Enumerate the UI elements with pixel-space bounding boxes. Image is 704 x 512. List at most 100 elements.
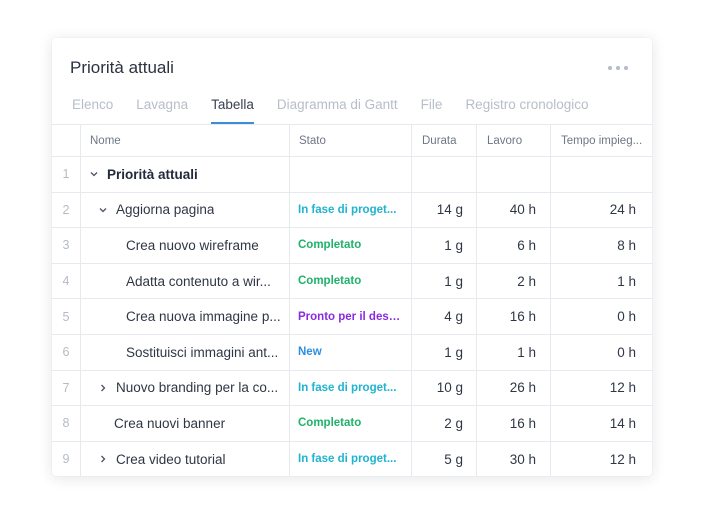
status-badge: In fase di proget... bbox=[298, 381, 397, 394]
work-cell[interactable]: 30 h bbox=[477, 441, 551, 476]
task-name: Priorità attuali bbox=[107, 166, 198, 182]
task-name: Crea video tutorial bbox=[116, 451, 226, 467]
task-name-cell[interactable]: Sostituisci immagini ant... bbox=[81, 334, 290, 370]
status-badge: In fase di proget... bbox=[298, 453, 397, 466]
task-name: Aggiorna pagina bbox=[116, 202, 215, 218]
duration-cell[interactable]: 2 g bbox=[412, 406, 477, 441]
column-header-tempo-impiegato[interactable]: Tempo impieg... bbox=[561, 134, 643, 147]
row-number: 8 bbox=[52, 406, 81, 441]
task-name: Crea nuovo wireframe bbox=[126, 237, 259, 253]
work-cell[interactable]: 1 h bbox=[477, 334, 551, 370]
work-cell[interactable]: 16 h bbox=[477, 406, 551, 441]
table-row[interactable]: 2 Aggiorna pagina In fase di proget... 14 g… bbox=[52, 191, 652, 228]
duration-cell[interactable]: 10 g bbox=[412, 370, 477, 406]
status-cell[interactable]: Completato bbox=[290, 406, 412, 441]
work-cell[interactable] bbox=[477, 157, 551, 192]
duration-cell[interactable]: 4 g bbox=[412, 299, 477, 334]
duration-cell[interactable]: 1 g bbox=[412, 334, 477, 370]
chevron-right-icon[interactable] bbox=[98, 383, 112, 393]
time-spent-cell[interactable]: 12 h bbox=[609, 380, 636, 396]
chevron-right-icon[interactable] bbox=[98, 454, 112, 464]
tab-lavagna[interactable]: Lavagna bbox=[136, 97, 189, 112]
status-badge: Pronto per il design bbox=[298, 310, 403, 323]
status-cell[interactable]: Completato bbox=[290, 228, 412, 263]
duration-cell[interactable] bbox=[412, 157, 477, 192]
row-number: 1 bbox=[52, 157, 81, 192]
status-badge: Completato bbox=[298, 417, 362, 430]
time-spent-cell[interactable]: 24 h bbox=[609, 202, 636, 218]
status-cell[interactable] bbox=[290, 157, 412, 192]
row-number: 3 bbox=[52, 228, 81, 263]
tab-file[interactable]: File bbox=[420, 97, 443, 112]
task-name-cell[interactable]: Adatta contenuto a wir... bbox=[81, 263, 290, 299]
tab-elenco[interactable]: Elenco bbox=[72, 97, 114, 112]
task-name: Sostituisci immagini ant... bbox=[126, 344, 279, 360]
status-cell[interactable]: Pronto per il design bbox=[290, 299, 412, 334]
work-cell[interactable]: 40 h bbox=[477, 192, 551, 228]
task-name: Crea nuovi banner bbox=[114, 415, 226, 431]
duration-cell[interactable]: 1 g bbox=[412, 228, 477, 263]
tab-tabella[interactable]: Tabella bbox=[211, 96, 254, 124]
card-title: Priorità attuali bbox=[70, 58, 174, 77]
work-cell[interactable]: 16 h bbox=[477, 299, 551, 334]
duration-cell[interactable]: 14 g bbox=[412, 192, 477, 228]
tab-registro-cronologico[interactable]: Registro cronologico bbox=[465, 97, 589, 112]
status-cell[interactable]: In fase di proget... bbox=[290, 192, 412, 228]
table-header-row: Nome Stato Durata Lavoro Tempo impieg... bbox=[52, 124, 652, 156]
time-spent-cell[interactable]: 12 h bbox=[609, 451, 636, 467]
status-badge: Completato bbox=[298, 275, 362, 288]
status-cell[interactable]: In fase di proget... bbox=[290, 370, 412, 406]
task-name: Crea nuova immagine p... bbox=[126, 309, 281, 325]
status-badge: New bbox=[298, 346, 322, 359]
row-number: 2 bbox=[52, 192, 81, 228]
work-cell[interactable]: 2 h bbox=[477, 263, 551, 299]
task-name-cell[interactable]: Priorità attuali bbox=[81, 157, 290, 192]
ellipsis-icon[interactable] bbox=[608, 62, 628, 74]
work-cell[interactable]: 26 h bbox=[477, 370, 551, 406]
work-cell[interactable]: 6 h bbox=[477, 228, 551, 263]
task-name-cell[interactable]: Nuovo branding per la co... bbox=[81, 370, 290, 406]
status-cell[interactable]: New bbox=[290, 334, 412, 370]
row-number: 5 bbox=[52, 299, 81, 334]
table-row[interactable]: 1 Priorità attuali bbox=[52, 156, 652, 192]
duration-cell[interactable]: 1 g bbox=[412, 263, 477, 299]
time-spent-cell[interactable] bbox=[551, 157, 652, 192]
column-header-nome[interactable]: Nome bbox=[81, 125, 290, 156]
time-spent-cell[interactable]: 1 h bbox=[617, 273, 636, 289]
task-name-cell[interactable]: Aggiorna pagina bbox=[81, 192, 290, 228]
view-tabs: Elenco Lavagna Tabella Diagramma di Gantt Fi… bbox=[72, 96, 612, 126]
time-spent-cell[interactable]: 0 h bbox=[617, 344, 636, 360]
column-header-durata[interactable]: Durata bbox=[412, 125, 477, 156]
row-number: 9 bbox=[52, 441, 81, 476]
task-name-cell[interactable]: Crea nuova immagine p... bbox=[81, 299, 290, 334]
row-number: 7 bbox=[52, 370, 81, 406]
column-header-stato[interactable]: Stato bbox=[290, 125, 412, 156]
status-cell[interactable]: Completato bbox=[290, 263, 412, 299]
column-header-lavoro[interactable]: Lavoro bbox=[477, 125, 551, 156]
tab-diagramma-di-gantt[interactable]: Diagramma di Gantt bbox=[276, 97, 398, 112]
table-row[interactable]: 9 Crea video tutorial In fase di proget...… bbox=[52, 440, 652, 476]
time-spent-cell[interactable]: 0 h bbox=[617, 309, 636, 325]
status-badge: In fase di proget... bbox=[298, 203, 397, 216]
time-spent-cell[interactable]: 8 h bbox=[617, 237, 636, 253]
status-badge: Completato bbox=[298, 239, 362, 252]
row-number: 6 bbox=[52, 334, 81, 370]
chevron-down-icon[interactable] bbox=[89, 169, 103, 179]
duration-cell[interactable]: 5 g bbox=[412, 441, 477, 476]
priorities-card: Priorità attuali Elenco Lavagna Tabella Dia… bbox=[52, 38, 652, 476]
table-row[interactable]: 8 Crea nuovi banner Completato 2 g 16 h 14 h bbox=[52, 405, 652, 441]
task-name-cell[interactable]: Crea video tutorial bbox=[81, 441, 290, 476]
table-row[interactable]: 7 Nuovo branding per la co... In fase di p… bbox=[52, 369, 652, 406]
task-name: Nuovo branding per la co... bbox=[116, 380, 279, 396]
time-spent-cell[interactable]: 14 h bbox=[609, 415, 636, 431]
status-cell[interactable]: In fase di proget... bbox=[290, 441, 412, 476]
task-name: Adatta contenuto a wir... bbox=[126, 273, 271, 289]
table-row[interactable]: 5 Crea nuova immagine p... Pronto per il d… bbox=[52, 298, 652, 334]
column-header-index bbox=[52, 125, 81, 156]
chevron-down-icon[interactable] bbox=[98, 205, 112, 215]
task-name-cell[interactable]: Crea nuovi banner bbox=[81, 406, 290, 441]
task-name-cell[interactable]: Crea nuovo wireframe bbox=[81, 228, 290, 263]
